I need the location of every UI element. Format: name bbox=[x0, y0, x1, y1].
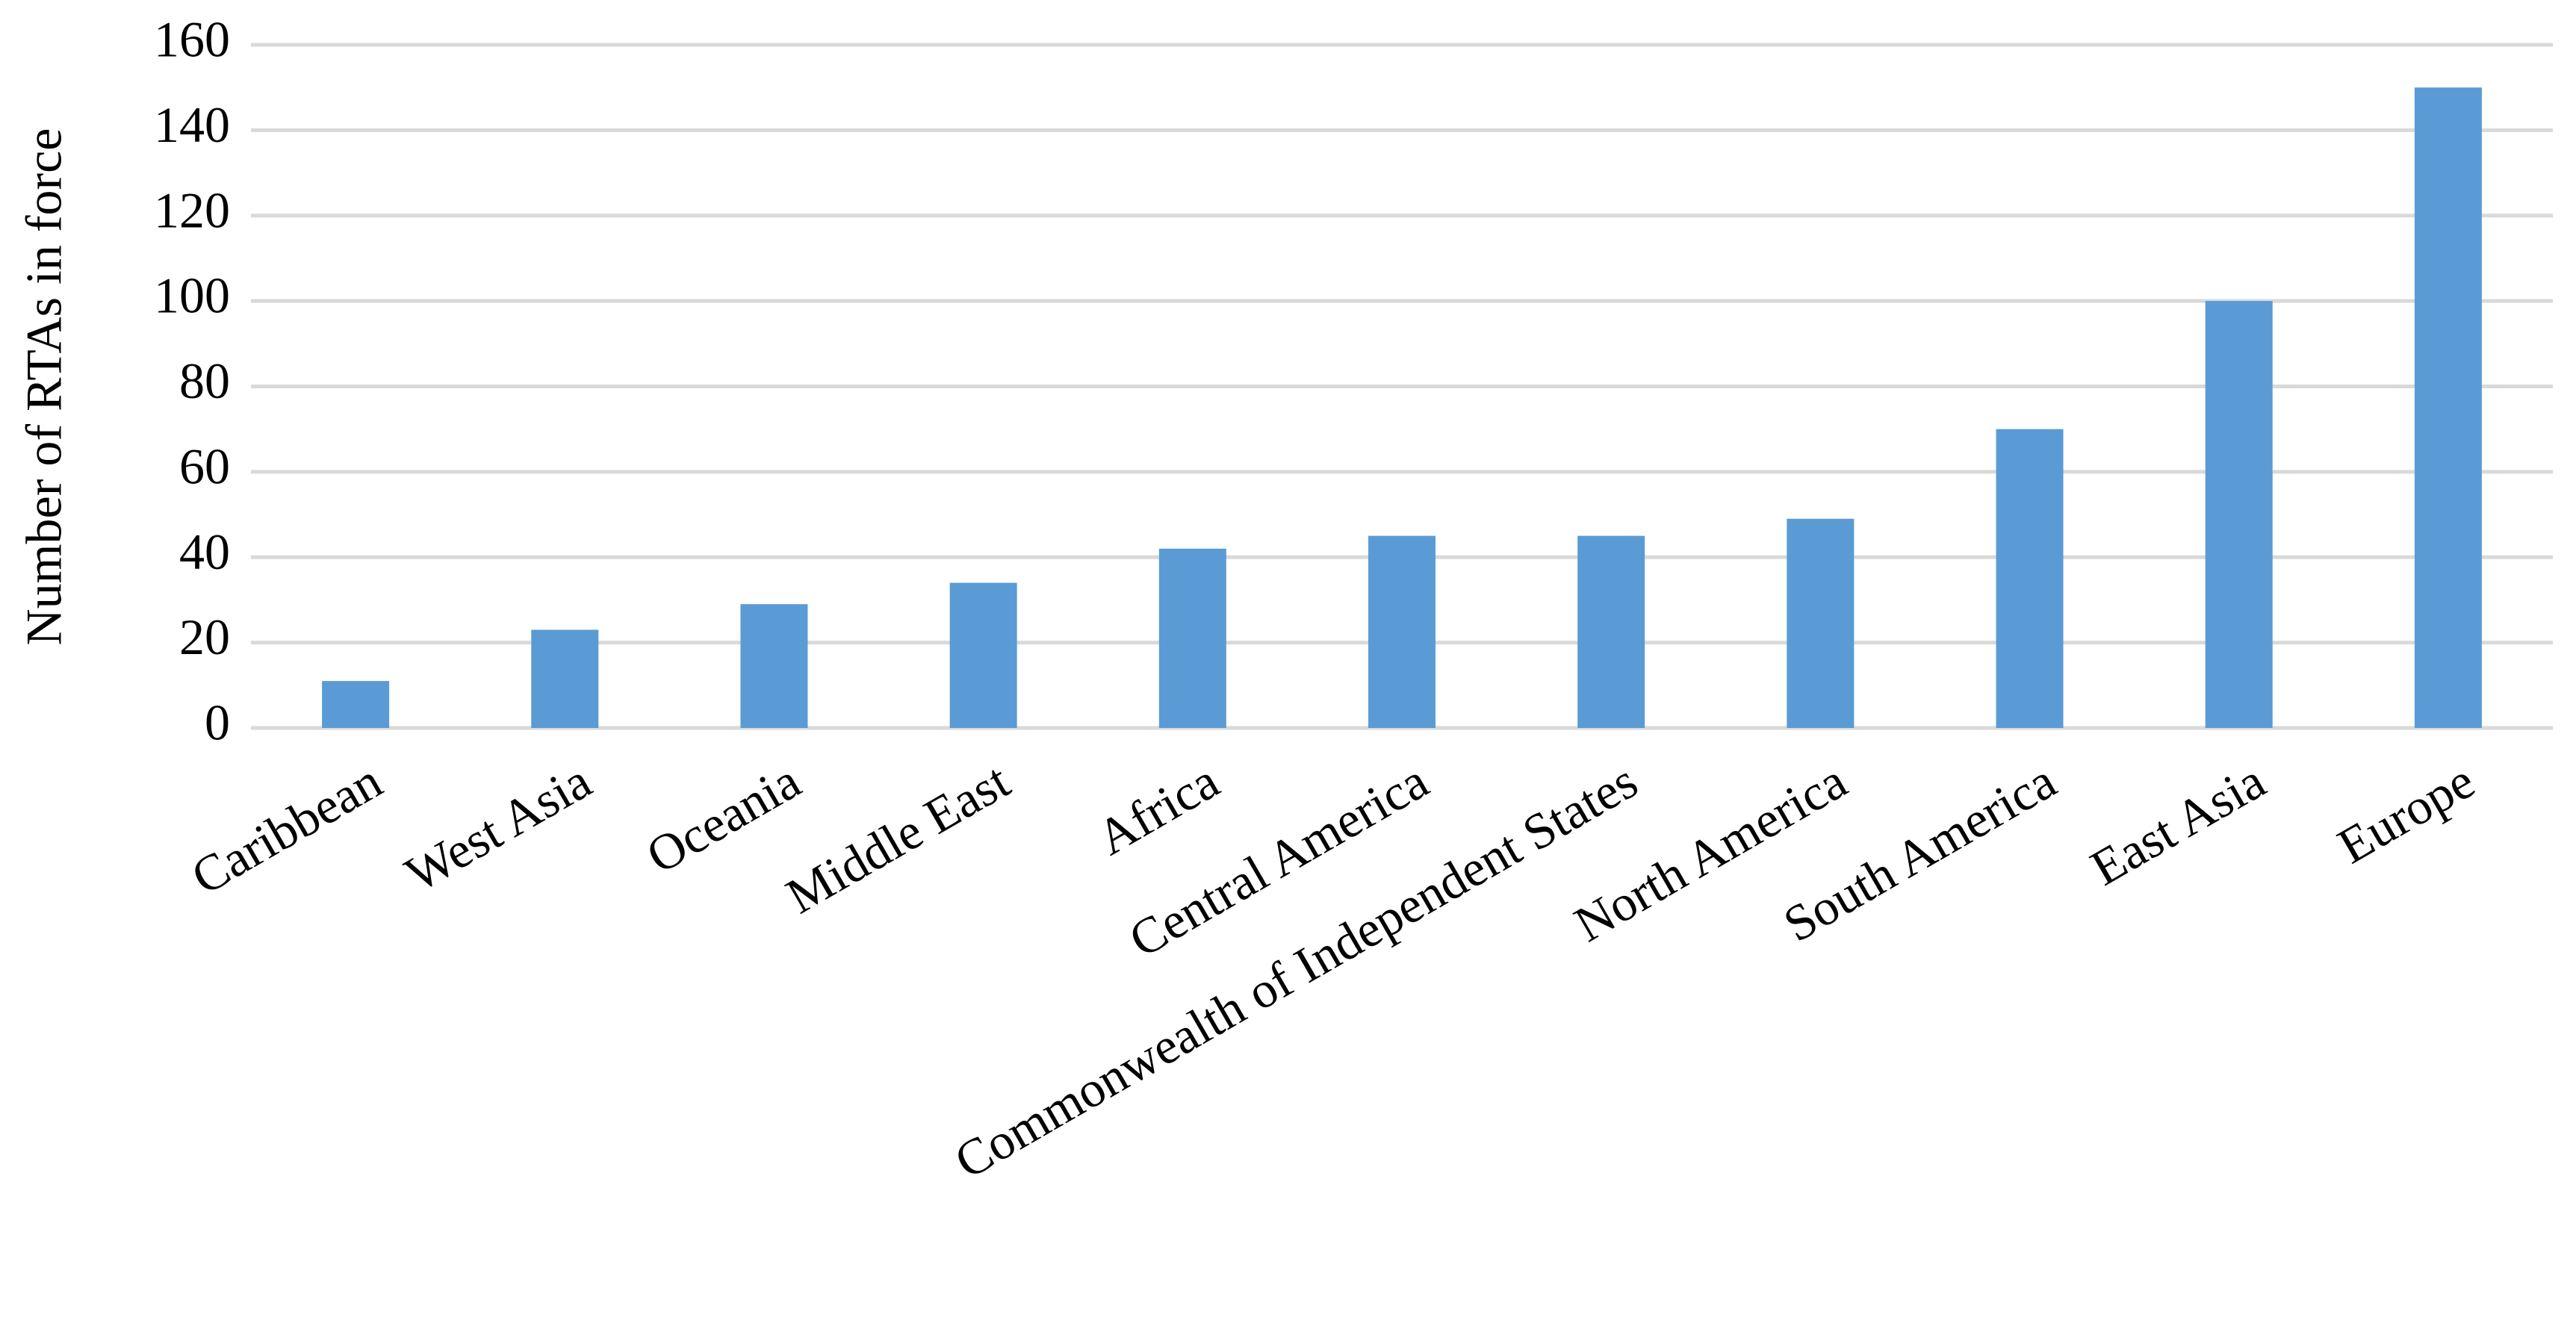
bar bbox=[1577, 535, 1645, 728]
x-tick-label: Africa bbox=[1087, 752, 1228, 866]
bar bbox=[740, 604, 808, 728]
y-tick-label: 0 bbox=[205, 694, 230, 751]
y-tick-label: 120 bbox=[154, 181, 230, 238]
bar bbox=[2205, 301, 2273, 728]
bar bbox=[1787, 518, 1855, 728]
x-tick-label: Oceania bbox=[637, 752, 810, 884]
y-tick-label: 100 bbox=[154, 267, 230, 324]
x-tick-label: Caribbean bbox=[182, 752, 391, 906]
y-tick-label: 140 bbox=[154, 96, 230, 153]
bar bbox=[2414, 87, 2482, 728]
bar bbox=[1368, 535, 1436, 728]
bar bbox=[949, 582, 1017, 728]
y-tick-label: 80 bbox=[179, 352, 230, 409]
bar bbox=[531, 629, 599, 728]
x-tick-label: Europe bbox=[2328, 752, 2483, 874]
y-tick-label: 60 bbox=[179, 438, 230, 494]
y-tick-label: 160 bbox=[154, 11, 230, 68]
bar bbox=[1158, 548, 1226, 728]
y-tick-label: 20 bbox=[179, 609, 230, 665]
bar bbox=[322, 681, 390, 728]
y-axis-title: Number of RTAs in force bbox=[16, 128, 72, 646]
x-tick-label: East Asia bbox=[2081, 752, 2274, 896]
x-tick-label: Middle East bbox=[777, 752, 1019, 924]
bar bbox=[1996, 429, 2064, 728]
x-tick-label: West Asia bbox=[396, 752, 600, 903]
y-tick-label: 40 bbox=[179, 523, 230, 580]
